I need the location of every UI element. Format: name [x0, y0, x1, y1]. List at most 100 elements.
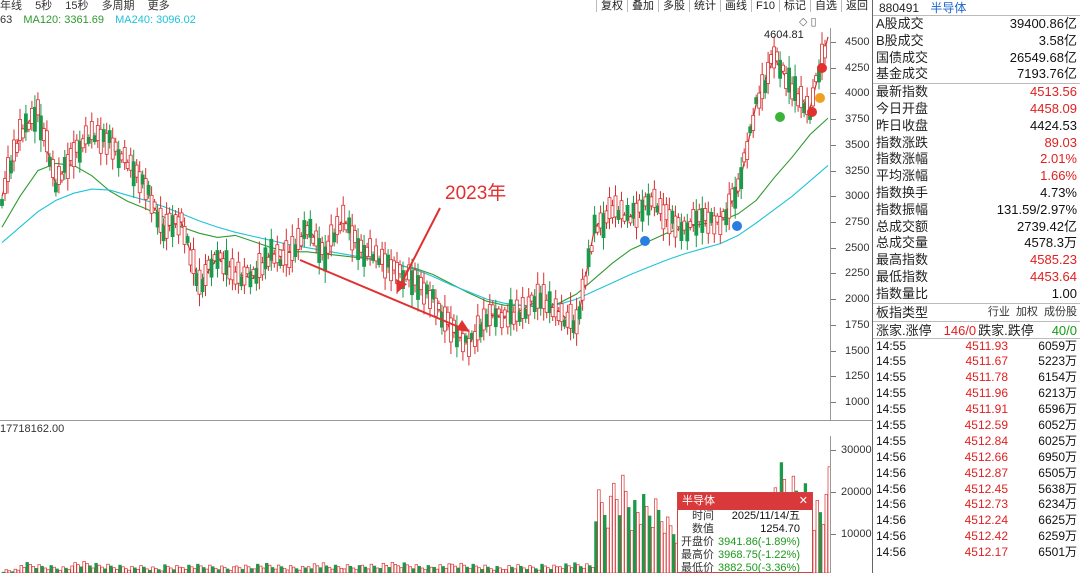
chart-ctrl-icons[interactable]: ◇ ▯ — [799, 16, 817, 28]
volume-bar — [318, 567, 323, 573]
tick-row[interactable]: 14:56 4512.17 6501万 — [873, 545, 1080, 561]
tick-row[interactable]: 14:56 4512.42 6259万 — [873, 529, 1080, 545]
tick-price: 4512.17 — [964, 545, 1008, 560]
market-stat-value: 3.58亿 — [1038, 32, 1077, 48]
quote-field: 最高指数 4585.23 — [873, 252, 1080, 269]
candle-body — [565, 311, 570, 328]
volume-bar — [396, 565, 400, 573]
tick-row[interactable]: 14:56 4512.73 6234万 — [873, 497, 1080, 513]
candle-body — [448, 317, 453, 343]
candle-body — [71, 142, 76, 167]
toolbar-multi-button[interactable]: 多股 — [658, 0, 689, 12]
candle-body — [155, 211, 160, 228]
period-5s[interactable]: 5秒 — [35, 0, 53, 12]
signal-marker[interactable] — [817, 63, 827, 73]
signal-marker[interactable] — [732, 221, 742, 231]
candle-body — [679, 222, 684, 242]
volume-axis-tickmark — [831, 534, 836, 535]
volume-bar — [444, 567, 448, 573]
period-multi[interactable]: 多周期 — [101, 0, 135, 12]
volume-bar — [363, 566, 368, 573]
price-axis-tick: 2500 — [845, 241, 870, 254]
quote-field-value: 1.66% — [1040, 168, 1077, 184]
volume-bar — [387, 567, 392, 573]
candle-body — [694, 210, 699, 236]
candle-body — [275, 244, 280, 264]
period-more[interactable]: 更多 — [147, 0, 170, 12]
tick-price: 4512.87 — [964, 465, 1008, 480]
candle-body — [742, 152, 747, 163]
tick-row[interactable]: 14:55 4512.59 6052万 — [873, 418, 1080, 434]
tick-price: 4512.59 — [964, 418, 1008, 432]
tab-industry[interactable]: 行业 — [987, 305, 1010, 318]
tick-list[interactable]: 14:55 4511.93 6059万 14:55 4511.67 5223万 14:55 4… — [873, 339, 1080, 561]
candle-body — [664, 204, 669, 221]
volume-bar — [815, 500, 819, 573]
candle-body — [757, 92, 762, 109]
volume-bar — [121, 566, 125, 573]
volume-bar — [639, 524, 643, 573]
signal-marker[interactable] — [807, 107, 817, 117]
volume-bar — [645, 506, 649, 573]
toolbar-mark-button[interactable]: 标记 — [778, 0, 810, 12]
volume-axis-tick: 10000 — [841, 528, 872, 540]
tick-row[interactable]: 14:55 4511.96 6213万 — [873, 386, 1080, 402]
toolbar-f10-button[interactable]: F10 — [751, 0, 779, 12]
tab-weighted[interactable]: 加权 — [1015, 305, 1038, 318]
volume-bar — [112, 567, 116, 573]
candle-body — [398, 264, 402, 275]
chart-toolbar: 复权 叠加 多股 统计 画线 F10 标记 自选 返回 — [596, 0, 872, 12]
toolbar-overlay-button[interactable]: 叠加 — [627, 0, 658, 12]
tick-row[interactable]: 14:56 4512.87 6505万 — [873, 466, 1080, 482]
tick-row[interactable]: 14:55 4511.91 6596万 — [873, 402, 1080, 418]
candle-body — [442, 306, 447, 332]
tick-row[interactable]: 14:55 4511.78 6154万 — [873, 370, 1080, 386]
candle-body — [805, 96, 809, 115]
toolbar-draw-button[interactable]: 画线 — [720, 0, 751, 12]
quote-field: 昨日收盘 4424.53 — [873, 118, 1080, 135]
tick-row[interactable]: 14:56 4512.24 6625万 — [873, 513, 1080, 529]
volume-bar — [627, 507, 631, 573]
volume-bar — [163, 564, 167, 573]
tick-price: 4511.96 — [965, 386, 1009, 401]
candle-body — [613, 195, 618, 218]
toolbar-stats-button[interactable]: 统计 — [689, 0, 720, 12]
price-chart[interactable] — [0, 28, 830, 420]
volume-bar — [199, 565, 203, 573]
volume-bar — [229, 570, 233, 573]
signal-marker[interactable] — [775, 112, 785, 122]
signal-marker[interactable] — [640, 236, 650, 246]
toolbar-adjust-button[interactable]: 复权 — [596, 0, 627, 12]
period-15s[interactable]: 15秒 — [65, 0, 89, 12]
tick-row[interactable]: 14:55 4511.67 5223万 — [873, 354, 1080, 370]
tick-row[interactable]: 14:56 4512.45 5638万 — [873, 482, 1080, 498]
candle-body — [68, 148, 73, 161]
tick-row[interactable]: 14:55 4511.93 6059万 — [873, 339, 1080, 355]
toolbar-back-button[interactable]: 返回 — [840, 0, 872, 12]
tick-price: 4512.73 — [964, 497, 1008, 512]
volume-bar — [124, 568, 128, 573]
price-axis-tick: 1500 — [845, 344, 870, 357]
toolbar-watchlist-button[interactable]: 自选 — [809, 0, 841, 12]
candle-body — [15, 143, 19, 153]
volume-bar — [546, 567, 550, 573]
candle-body — [478, 324, 483, 338]
volume-bar — [211, 566, 215, 573]
volume-bar — [282, 567, 287, 573]
candle-body — [625, 204, 630, 221]
candle-body — [793, 76, 797, 101]
candle-body — [368, 238, 373, 258]
period-year[interactable]: 年线 — [0, 0, 22, 12]
tab-constituents[interactable]: 成份股 — [1044, 305, 1077, 318]
index-name[interactable]: 半导体 — [930, 1, 967, 15]
candle-body — [33, 106, 37, 132]
volume-bar — [669, 525, 673, 573]
tick-row[interactable]: 14:55 4512.84 6025万 — [873, 434, 1080, 450]
tick-row[interactable]: 14:56 4512.66 6950万 — [873, 450, 1080, 466]
volume-bar — [369, 563, 374, 573]
volume-bar — [600, 502, 604, 573]
volume-bar — [642, 494, 646, 573]
tick-price: 4512.84 — [964, 433, 1008, 448]
signal-marker[interactable] — [815, 93, 825, 103]
close-icon[interactable]: ✕ — [798, 495, 808, 507]
